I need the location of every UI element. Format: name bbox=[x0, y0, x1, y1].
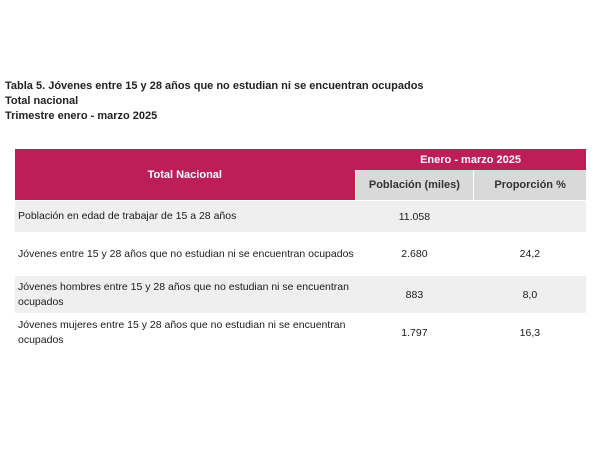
header-row-columns: Población (miles) Proporción % bbox=[15, 170, 586, 201]
cell-poblacion: 1.797 bbox=[355, 313, 474, 351]
row-label: Jóvenes hombres entre 15 y 28 años que n… bbox=[15, 275, 356, 314]
period-header: Enero - marzo 2025 bbox=[355, 149, 586, 170]
row-label: Jóvenes mujeres entre 15 y 28 años que n… bbox=[15, 313, 356, 351]
data-table: Total Nacional Enero - marzo 2025 Poblac… bbox=[15, 149, 586, 351]
table-row: Población en edad de trabajar de 15 a 28… bbox=[15, 200, 586, 233]
table-period: Trimestre enero - marzo 2025 bbox=[5, 110, 158, 122]
header-row-top: Total Nacional Enero - marzo 2025 bbox=[15, 149, 586, 201]
cell-poblacion: 883 bbox=[355, 275, 474, 314]
table-title: Tabla 5. Jóvenes entre 15 y 28 años que … bbox=[5, 80, 424, 92]
table-row: Jóvenes mujeres entre 15 y 28 años que n… bbox=[15, 313, 586, 351]
cell-proporcion: 24,2 bbox=[473, 232, 586, 276]
cell-poblacion: 2.680 bbox=[355, 232, 474, 276]
table-row: Jóvenes hombres entre 15 y 28 años que n… bbox=[15, 275, 586, 314]
table-scope: Total nacional bbox=[5, 95, 79, 107]
row-label: Población en edad de trabajar de 15 a 28… bbox=[15, 200, 356, 233]
row-label: Jóvenes entre 15 y 28 años que no estudi… bbox=[15, 232, 356, 276]
cell-proporcion bbox=[473, 200, 586, 233]
table-row: Jóvenes entre 15 y 28 años que no estudi… bbox=[15, 232, 586, 276]
column-header-proporcion: Proporción % bbox=[473, 170, 586, 201]
column-header-poblacion: Población (miles) bbox=[354, 170, 474, 201]
cell-proporcion: 16,3 bbox=[473, 313, 586, 351]
cell-poblacion: 11.058 bbox=[355, 200, 474, 233]
table-heading: Tabla 5. Jóvenes entre 15 y 28 años que … bbox=[5, 79, 424, 124]
row-header-total-nacional: Total Nacional bbox=[15, 149, 356, 201]
cell-proporcion: 8,0 bbox=[473, 275, 586, 314]
